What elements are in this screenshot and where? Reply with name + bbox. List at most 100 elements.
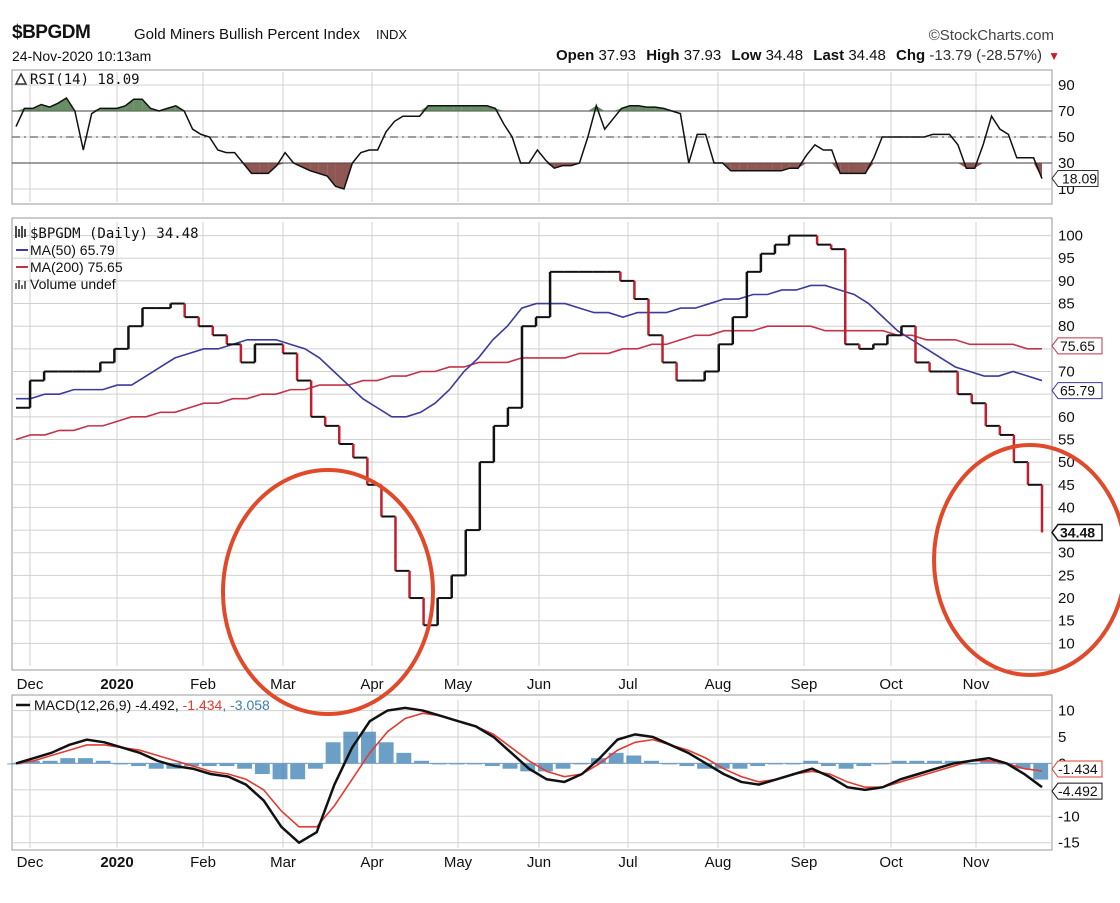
macd-legend-hist: -3.058 [230, 697, 270, 713]
x-tick-label-bottom: Mar [270, 854, 296, 871]
rsi-oversold-fill [301, 163, 311, 171]
ma200-value-tag [1051, 337, 1103, 355]
price-legend-symbol: $BPGDM (Daily) 34.48 [30, 226, 199, 242]
rsi-overbought-fill [495, 108, 504, 111]
macd-legend-sep2: , [222, 697, 230, 713]
rsi-overbought-fill [444, 105, 454, 111]
x-tick-label: May [444, 676, 473, 693]
y-tick-label: 30 [1058, 545, 1075, 562]
ma50-legend: MA(50) 65.79 [30, 242, 115, 258]
macd-histogram-bar [131, 763, 146, 767]
macd-histogram-bar [307, 763, 323, 769]
y-tick-label: 50 [1058, 129, 1075, 146]
y-tick-label: 70 [1058, 364, 1075, 381]
macd-legend-name: MACD(12,26,9) -4.492 [34, 697, 175, 713]
rsi-oversold-fill [756, 163, 765, 171]
macd-histogram-bar [838, 763, 854, 769]
open-value: 37.93 [598, 47, 637, 64]
macd-histogram-bar [644, 760, 659, 764]
x-tick-label-bottom: Sep [791, 854, 818, 871]
x-tick-label-bottom: Nov [963, 854, 990, 871]
y-tick-label: 30 [1058, 155, 1075, 172]
y-tick-label: 70 [1058, 103, 1075, 120]
high-label: High [646, 47, 680, 64]
rsi-overbought-fill [58, 98, 67, 111]
macd-histogram-bar [927, 760, 942, 764]
macd-histogram-bar [891, 760, 907, 764]
rsi-oversold-fill [966, 163, 975, 169]
macd-legend-sep1: , [175, 697, 183, 713]
low-value: 34.48 [765, 47, 804, 64]
annotation-circle-november [932, 443, 1120, 677]
macd-histogram-bar [24, 760, 40, 764]
macd-value-tag [1051, 760, 1103, 778]
macd-histogram-bar [608, 752, 624, 764]
x-tick-label: Nov [963, 676, 990, 693]
last-value: 34.48 [848, 47, 886, 64]
volume-bars-icon [15, 280, 26, 289]
x-tick-label: Aug [705, 676, 732, 693]
down-arrow-icon: ▼ [1048, 49, 1060, 63]
chart-symbol: $BPGDM [12, 22, 91, 43]
x-tick-label-bottom: Dec [17, 854, 44, 871]
rsi-overbought-fill [629, 105, 639, 111]
x-tick-label: Dec [17, 676, 44, 693]
macd-histogram-bar [555, 763, 571, 769]
macd-histogram-bar [95, 760, 111, 764]
rsi-overbought-fill [646, 107, 656, 111]
macd-histogram-bar [537, 763, 553, 772]
y-tick-label: 95 [1058, 250, 1075, 267]
rsi-oversold-fill [789, 163, 799, 169]
macd-histogram-bar [290, 763, 306, 780]
volume-legend: Volume undef [30, 276, 116, 292]
y-tick-label: 40 [1058, 499, 1075, 516]
x-tick-label: Jul [618, 676, 637, 693]
brand-link[interactable]: ©StockCharts.com [928, 27, 1054, 44]
macd-histogram-bar [361, 731, 376, 764]
rsi-overbought-fill [125, 99, 134, 111]
macd-histogram-bar [237, 763, 253, 769]
macd-histogram-bar [820, 763, 836, 767]
ma200-line [15, 325, 1042, 441]
rsi-oversold-fill [772, 163, 782, 171]
macd-histogram-bar [909, 760, 925, 764]
ma200-value-tag-text: 75.65 [1060, 338, 1095, 354]
macd-histogram-bar [414, 760, 429, 764]
rsi-oversold-fill [335, 163, 344, 189]
rsi-overbought-fill [461, 105, 471, 111]
y-tick-label: 15 [1058, 613, 1075, 630]
annotation-circle-march [221, 468, 435, 716]
macd-histogram-bar [1015, 763, 1031, 769]
rsi-overbought-fill [133, 99, 143, 111]
y-tick-label: 50 [1058, 454, 1075, 471]
macd-panel [11, 694, 1053, 851]
y-tick-label: 100 [1058, 228, 1083, 245]
y-tick-label: 45 [1058, 477, 1075, 494]
rsi-oversold-fill [856, 163, 866, 174]
macd-value-tag [1051, 782, 1103, 800]
rsi-oversold-fill [730, 163, 740, 171]
x-tick-label: Apr [360, 676, 383, 693]
price-legend: $BPGDM (Daily) 34.48 MA(50) 65.79 MA(200… [15, 226, 199, 292]
x-tick-label-bottom: Aug [705, 854, 732, 871]
high-value: 37.93 [683, 47, 722, 64]
last-price-tag-text: 34.48 [1060, 524, 1095, 540]
rsi-overbought-fill [16, 108, 25, 111]
macd-histogram-bar [325, 742, 341, 764]
price-series [15, 234, 1044, 627]
rsi-oversold-fill [747, 163, 757, 171]
rsi-oversold-fill [764, 163, 773, 171]
macd-histogram-bar [201, 763, 217, 767]
macd-histogram-bar [679, 763, 695, 767]
macd-histogram-bar [254, 763, 270, 774]
chg-label: Chg [896, 47, 926, 64]
rsi-overbought-fill [49, 103, 59, 111]
rsi-oversold-fill [251, 163, 260, 174]
y-tick-label: 10 [1058, 635, 1075, 652]
macd-line [15, 706, 1043, 845]
rsi-oversold-fill [848, 163, 857, 174]
y-tick-label: -15 [1058, 835, 1080, 852]
macd-histogram-bar [856, 763, 872, 767]
rsi-oversold-fill [327, 163, 336, 187]
